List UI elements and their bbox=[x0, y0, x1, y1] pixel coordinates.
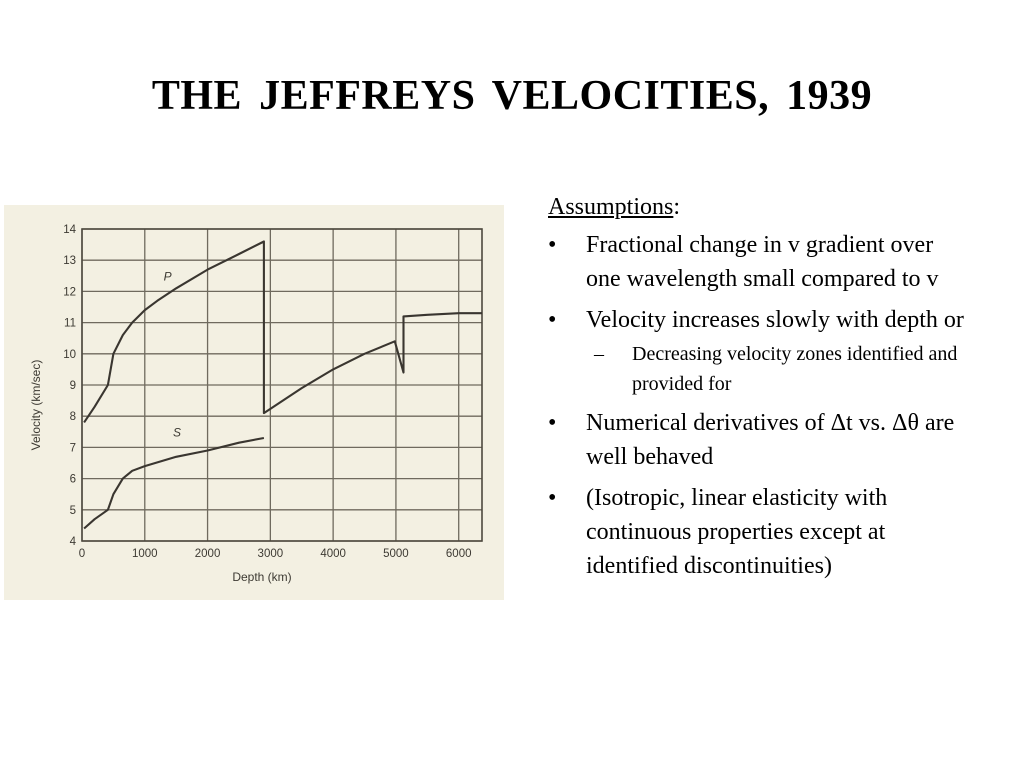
y-tick-label: 8 bbox=[70, 411, 76, 423]
x-axis-label: Depth (km) bbox=[232, 570, 291, 584]
y-tick-label: 9 bbox=[70, 380, 76, 392]
x-tick-label: 6000 bbox=[446, 548, 472, 560]
sub-list-item: – Decreasing velocity zones identified an… bbox=[586, 339, 968, 399]
assumptions-heading-colon: : bbox=[673, 194, 681, 220]
assumptions-panel: Assumptions: • Fractional change in v gra… bbox=[548, 190, 968, 590]
bullet-text: Fractional change in v gradient over one… bbox=[586, 232, 939, 292]
y-tick-label: 13 bbox=[63, 255, 76, 267]
list-item: • Velocity increases slowly with depth or… bbox=[548, 303, 968, 399]
bullet-mark: • bbox=[548, 410, 557, 436]
y-tick-label: 5 bbox=[70, 505, 76, 517]
list-item: • Numerical derivatives of Δt vs. Δθ are … bbox=[548, 406, 968, 474]
sub-list: – Decreasing velocity zones identified an… bbox=[586, 339, 968, 399]
bullet-mark: • bbox=[548, 307, 557, 333]
series-line-s bbox=[83, 436, 265, 530]
velocity-depth-chart: 4 5 6 7 8 9 10 11 12 13 14 0 1000 2000 3000 4000 5000 600… bbox=[4, 205, 504, 600]
assumptions-heading-text: Assumptions bbox=[548, 194, 674, 220]
list-item: • (Isotropic, linear elasticity with cont… bbox=[548, 481, 968, 583]
series-label-s: S bbox=[173, 425, 181, 439]
slide-title: THE JEFFREYS VELOCITIES, 1939 bbox=[151, 73, 873, 119]
y-tick-label: 10 bbox=[63, 349, 76, 361]
y-tick-label: 7 bbox=[70, 442, 76, 454]
y-tick-label: 6 bbox=[70, 474, 76, 486]
list-item: • Fractional change in v gradient over on… bbox=[548, 228, 968, 296]
bullet-text: Numerical derivatives of Δt vs. Δθ are w… bbox=[586, 410, 955, 470]
sub-bullet-text: Decreasing velocity zones identified and… bbox=[632, 343, 958, 395]
bullet-text: Velocity increases slowly with depth or bbox=[586, 307, 964, 333]
x-tick-label: 2000 bbox=[195, 548, 221, 560]
dash-mark: – bbox=[594, 343, 604, 365]
x-tick-label: 4000 bbox=[320, 548, 346, 560]
bullet-mark: • bbox=[548, 232, 557, 258]
series-label-p: P bbox=[164, 269, 172, 283]
y-axis-label: Velocity (km/sec) bbox=[29, 360, 43, 451]
bullet-mark: • bbox=[548, 485, 557, 511]
y-tick-label: 12 bbox=[63, 286, 76, 298]
assumptions-heading: Assumptions: bbox=[548, 190, 968, 224]
bullet-text: (Isotropic, linear elasticity with conti… bbox=[586, 485, 888, 579]
x-tick-label: 0 bbox=[79, 548, 85, 560]
chart-grid bbox=[81, 228, 482, 542]
x-tick-label: 1000 bbox=[132, 548, 158, 560]
y-tick-label: 11 bbox=[64, 318, 76, 330]
y-tick-label: 14 bbox=[63, 224, 76, 236]
series-line-p bbox=[83, 240, 482, 423]
assumptions-list: • Fractional change in v gradient over on… bbox=[548, 228, 968, 583]
x-tick-label: 5000 bbox=[383, 548, 409, 560]
chart-svg: 4 5 6 7 8 9 10 11 12 13 14 0 1000 2000 3000 4000 5000 600… bbox=[29, 224, 483, 584]
x-tick-label: 3000 bbox=[258, 548, 284, 560]
plot-frame bbox=[81, 228, 483, 542]
y-tick-label: 4 bbox=[70, 536, 77, 548]
